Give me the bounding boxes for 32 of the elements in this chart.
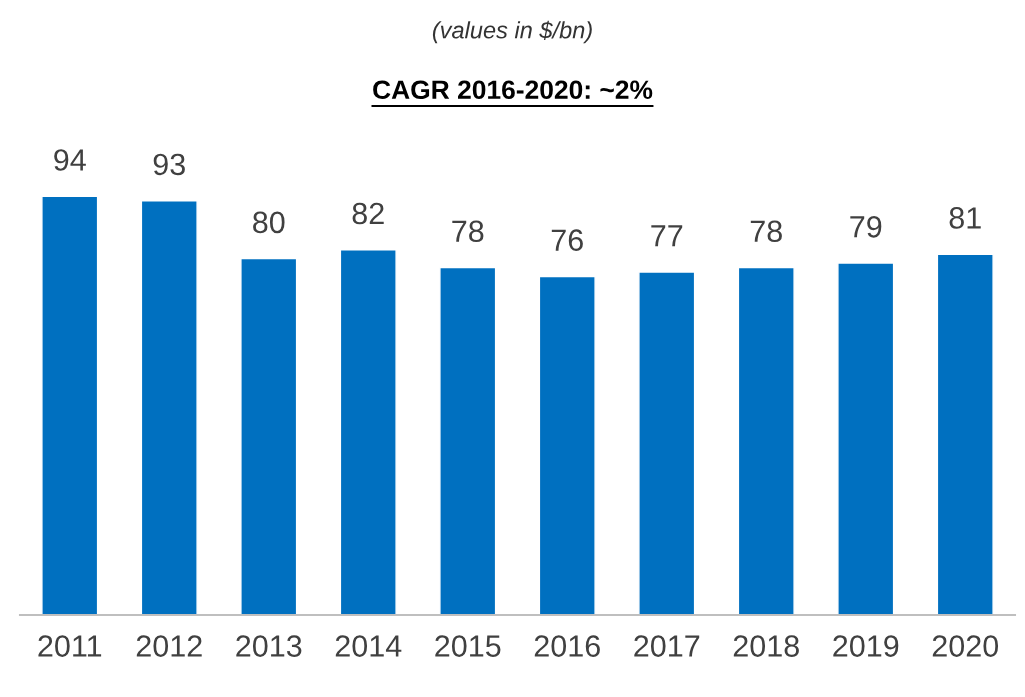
bar — [737, 266, 795, 615]
bar — [638, 271, 696, 615]
x-tick-label: 2016 — [534, 635, 600, 657]
x-tick-label: 2013 — [236, 635, 302, 657]
chart-subtitle: (values in $/bn) — [432, 20, 592, 44]
chart-title: CAGR 2016-2020: ~2% — [373, 80, 653, 100]
data-label: 78 — [452, 220, 484, 243]
data-label: 77 — [651, 225, 683, 247]
bar — [439, 266, 497, 615]
x-tick-label: 2017 — [634, 635, 700, 657]
data-label: 79 — [850, 215, 882, 238]
data-label: 94 — [54, 149, 86, 171]
bar — [240, 257, 298, 615]
bar — [339, 249, 397, 615]
bar — [538, 275, 596, 615]
bar — [41, 195, 99, 615]
x-tick-label: 2018 — [733, 635, 799, 657]
data-label: 78 — [750, 220, 782, 243]
x-tick-label: 2020 — [932, 635, 999, 657]
bar — [140, 200, 198, 615]
data-label: 93 — [153, 153, 185, 176]
data-label: 76 — [551, 229, 583, 251]
bar — [837, 262, 895, 615]
x-tick-label: 2014 — [335, 635, 402, 657]
bar — [936, 253, 994, 615]
x-tick-label: 2019 — [833, 635, 899, 657]
data-label: 80 — [253, 211, 285, 234]
x-tick-label: 2012 — [136, 635, 202, 657]
data-label: 81 — [949, 207, 981, 229]
x-tick-label: 2015 — [435, 635, 501, 657]
data-label: 82 — [352, 202, 384, 225]
x-tick-label: 2011 — [38, 635, 102, 657]
